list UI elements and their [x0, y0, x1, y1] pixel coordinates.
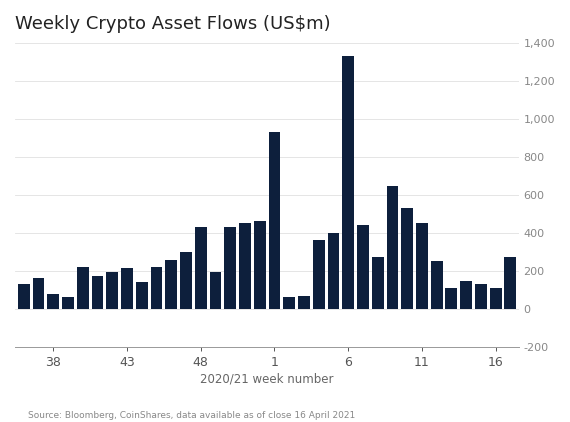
- Bar: [328, 233, 339, 309]
- Bar: [136, 282, 148, 309]
- Bar: [239, 223, 251, 309]
- Bar: [475, 284, 487, 309]
- X-axis label: 2020/21 week number: 2020/21 week number: [200, 373, 334, 386]
- Bar: [504, 257, 516, 309]
- Bar: [416, 223, 428, 309]
- Bar: [446, 288, 457, 309]
- Bar: [77, 267, 89, 309]
- Bar: [18, 284, 30, 309]
- Bar: [401, 208, 413, 309]
- Bar: [298, 296, 310, 309]
- Bar: [62, 298, 74, 309]
- Bar: [225, 227, 236, 309]
- Bar: [343, 56, 354, 309]
- Text: Weekly Crypto Asset Flows (US$m): Weekly Crypto Asset Flows (US$m): [15, 15, 331, 33]
- Bar: [268, 132, 280, 309]
- Bar: [431, 261, 442, 309]
- Bar: [210, 272, 221, 309]
- Bar: [107, 272, 118, 309]
- Bar: [195, 227, 207, 309]
- Bar: [47, 295, 59, 309]
- Bar: [32, 279, 44, 309]
- Bar: [460, 281, 472, 309]
- Bar: [254, 222, 266, 309]
- Bar: [121, 268, 133, 309]
- Bar: [386, 186, 398, 309]
- Bar: [372, 257, 384, 309]
- Bar: [490, 288, 502, 309]
- Bar: [313, 241, 324, 309]
- Bar: [150, 267, 162, 309]
- Bar: [165, 260, 177, 309]
- Bar: [92, 276, 104, 309]
- Bar: [357, 225, 369, 309]
- Bar: [180, 252, 192, 309]
- Text: Source: Bloomberg, CoinShares, data available as of close 16 April 2021: Source: Bloomberg, CoinShares, data avai…: [28, 411, 356, 420]
- Bar: [283, 298, 295, 309]
